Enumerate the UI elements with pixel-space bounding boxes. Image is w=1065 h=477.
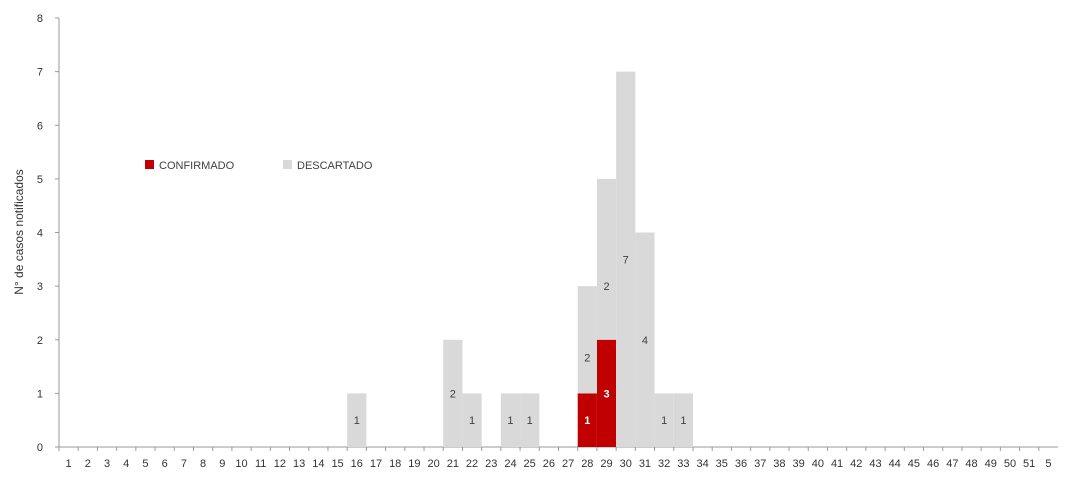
x-tick-label: 31 (639, 458, 651, 470)
x-tick-label: 7 (181, 458, 187, 470)
x-tick-label: 2 (85, 458, 91, 470)
data-label-21: 2 (450, 388, 456, 400)
x-tick-label: 25 (524, 458, 536, 470)
x-tick-label: 43 (869, 458, 881, 470)
data-label-24: 1 (507, 415, 513, 427)
data-label-22: 1 (469, 415, 475, 427)
data-labels-group: 1 2 1 1 1 2 1 2 3 7 4 1 1 (354, 254, 687, 427)
x-tick-label: 24 (504, 458, 516, 470)
y-tick-label: 1 (37, 388, 43, 400)
x-tick-label: 5 (142, 458, 148, 470)
bar-descartado-22 (462, 393, 482, 447)
x-tick-label: 15 (331, 458, 343, 470)
legend-swatch-confirmado (145, 160, 154, 169)
data-label-25: 1 (527, 415, 533, 427)
data-label-33: 1 (680, 415, 686, 427)
x-tick-label: 50 (1004, 458, 1016, 470)
legend: CONFIRMADO DESCARTADO (145, 160, 373, 172)
x-tick-label: 45 (908, 458, 920, 470)
x-tick-label: 38 (773, 458, 785, 470)
bars-group (347, 71, 693, 447)
x-tick-label: 44 (889, 458, 901, 470)
x-tick-label: 47 (946, 458, 958, 470)
x-tick-label: 14 (312, 458, 324, 470)
x-tick-label: 42 (850, 458, 862, 470)
x-tick-label: 10 (235, 458, 247, 470)
x-tick-label: 30 (620, 458, 632, 470)
y-axis-label: N° de casos notificados (12, 169, 26, 295)
data-label-29: 3 (603, 388, 609, 400)
x-tick-label: 22 (466, 458, 478, 470)
x-tick-label: 4 (123, 458, 129, 470)
bar-descartado-29 (596, 178, 617, 340)
x-tick-label: 13 (293, 458, 305, 470)
bar-descartado-21 (443, 339, 463, 447)
legend-label-descartado: DESCARTADO (297, 160, 373, 172)
x-tick-label: 6 (162, 458, 168, 470)
x-tick-label: 9 (219, 458, 225, 470)
bar-confirmado-28 (577, 393, 597, 447)
y-tick-label: 3 (37, 281, 43, 293)
legend-label-confirmado: CONFIRMADO (159, 160, 235, 172)
x-tick-label: 16 (351, 458, 363, 470)
x-tick-label: 46 (927, 458, 939, 470)
y-tick-label: 6 (37, 120, 43, 132)
data-label-29: 2 (603, 281, 609, 293)
bar-descartado-30 (616, 71, 636, 447)
bar-descartado-32 (654, 393, 674, 447)
y-tick-label: 8 (37, 13, 43, 25)
bar-descartado-24 (500, 393, 521, 447)
x-tick-label: 28 (581, 458, 593, 470)
x-tick-label: 11 (255, 458, 266, 470)
y-tick-label: 5 (37, 174, 43, 186)
x-tick-label: 33 (677, 458, 689, 470)
bar-descartado-31 (635, 232, 655, 447)
x-tick-label: 27 (562, 458, 574, 470)
x-tick-label: 48 (965, 458, 977, 470)
x-tick-label: 37 (754, 458, 766, 470)
y-tick-label: 7 (37, 67, 43, 79)
x-tick-label: 8 (200, 458, 206, 470)
x-tick-label: 21 (447, 458, 459, 470)
bar-confirmado-29 (596, 339, 617, 447)
bar-descartado-25 (520, 393, 540, 447)
y-tick-label: 4 (37, 228, 43, 240)
x-tick-label: 41 (831, 458, 843, 470)
x-tick-label: 20 (428, 458, 440, 470)
x-tick-label: 26 (543, 458, 555, 470)
x-tick-label: 40 (812, 458, 824, 470)
bar-descartado-28 (577, 286, 597, 394)
x-tick-label: 5 (1045, 458, 1051, 470)
bar-descartado-16 (347, 393, 367, 447)
data-label-16: 1 (354, 415, 360, 427)
x-tick-label: 1 (66, 458, 72, 470)
data-label-32: 1 (661, 415, 667, 427)
y-tick-label: 2 (37, 335, 43, 347)
data-label-28: 2 (584, 353, 590, 365)
x-tick-label: 3 (104, 458, 110, 470)
bar-descartado-33 (673, 393, 693, 447)
x-tick-label: 32 (658, 458, 670, 470)
x-tick-label: 49 (985, 458, 997, 470)
y-tick-label: 0 (37, 442, 43, 454)
data-label-28: 1 (584, 415, 590, 427)
x-tick-label: 19 (408, 458, 420, 470)
x-tick-label: 35 (716, 458, 728, 470)
x-tick-label: 17 (370, 458, 382, 470)
x-tick-label: 18 (389, 458, 401, 470)
x-tick-label: 34 (696, 458, 708, 470)
x-tick-label: 39 (793, 458, 805, 470)
x-tick-label: 51 (1023, 458, 1035, 470)
x-tick-label: 36 (735, 458, 747, 470)
data-label-30: 7 (623, 254, 629, 266)
data-label-31: 4 (642, 335, 648, 347)
x-tick-label: 12 (274, 458, 286, 470)
x-tick-label: 29 (600, 458, 612, 470)
legend-swatch-descartado (283, 160, 292, 169)
x-tick-label: 23 (485, 458, 497, 470)
